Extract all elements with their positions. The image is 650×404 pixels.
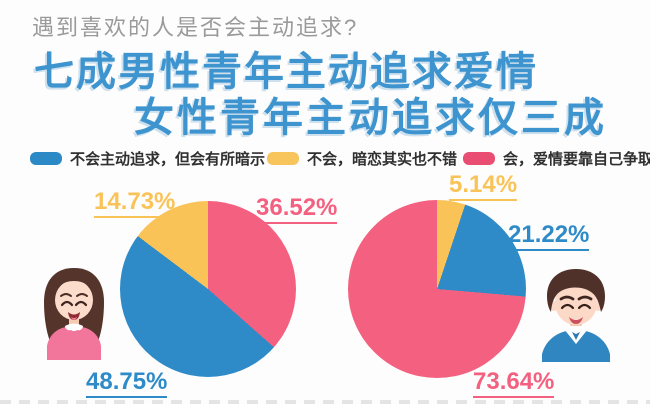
female-collar <box>65 323 83 332</box>
female-mouth <box>68 312 80 320</box>
female-shirt <box>47 326 101 360</box>
male-mouth <box>569 317 583 324</box>
female-hair-front <box>52 273 96 300</box>
legend-swatch-yellow <box>267 152 299 165</box>
female-neck <box>69 316 79 328</box>
legend-label-blue: 不会主动追求，但会有所暗示 <box>70 151 266 168</box>
legend-item-pink: 会，爱情要靠自己争取 <box>463 148 650 169</box>
headline-line1: 七成男性青年主动追求爱情 <box>34 50 538 94</box>
legend-item-yellow: 不会，暗恋其实也不错 <box>267 148 457 169</box>
question-text: 遇到喜欢的人是否会主动追求? <box>32 15 359 40</box>
male-pie-label-blue: 21.22% <box>508 221 590 252</box>
female-pie-label-yellow: 14.73% <box>94 188 176 219</box>
legend: 不会主动追求，但会有所暗示 不会，暗恋其实也不错 会，爱情要靠自己争取 <box>0 148 650 168</box>
legend-swatch-blue <box>30 152 62 165</box>
female-face <box>55 280 93 320</box>
legend-label-pink: 会，爱情要靠自己争取 <box>503 151 650 168</box>
male-pie-label-yellow: 5.14% <box>449 171 518 202</box>
female-pie-label-pink: 36.52% <box>256 194 338 225</box>
legend-label-yellow: 不会，暗恋其实也不错 <box>307 151 458 168</box>
female-youth-pie-chart <box>120 201 296 377</box>
male-hair <box>547 269 605 312</box>
male-pie-label-pink: 73.64% <box>473 368 555 399</box>
legend-swatch-pink <box>463 152 495 165</box>
female-pie-label-blue: 48.75% <box>86 368 168 399</box>
male-shirt <box>542 330 610 362</box>
male-face <box>555 281 597 325</box>
legend-item-blue: 不会主动追求，但会有所暗示 <box>30 148 265 169</box>
female-avatar-illustration <box>44 268 104 360</box>
male-avatar-illustration <box>542 269 610 362</box>
male-youth-pie-chart <box>348 200 526 378</box>
headline-line2: 女性青年主动追求仅三成 <box>134 96 607 140</box>
cropped-bottom-text-row <box>0 400 650 404</box>
